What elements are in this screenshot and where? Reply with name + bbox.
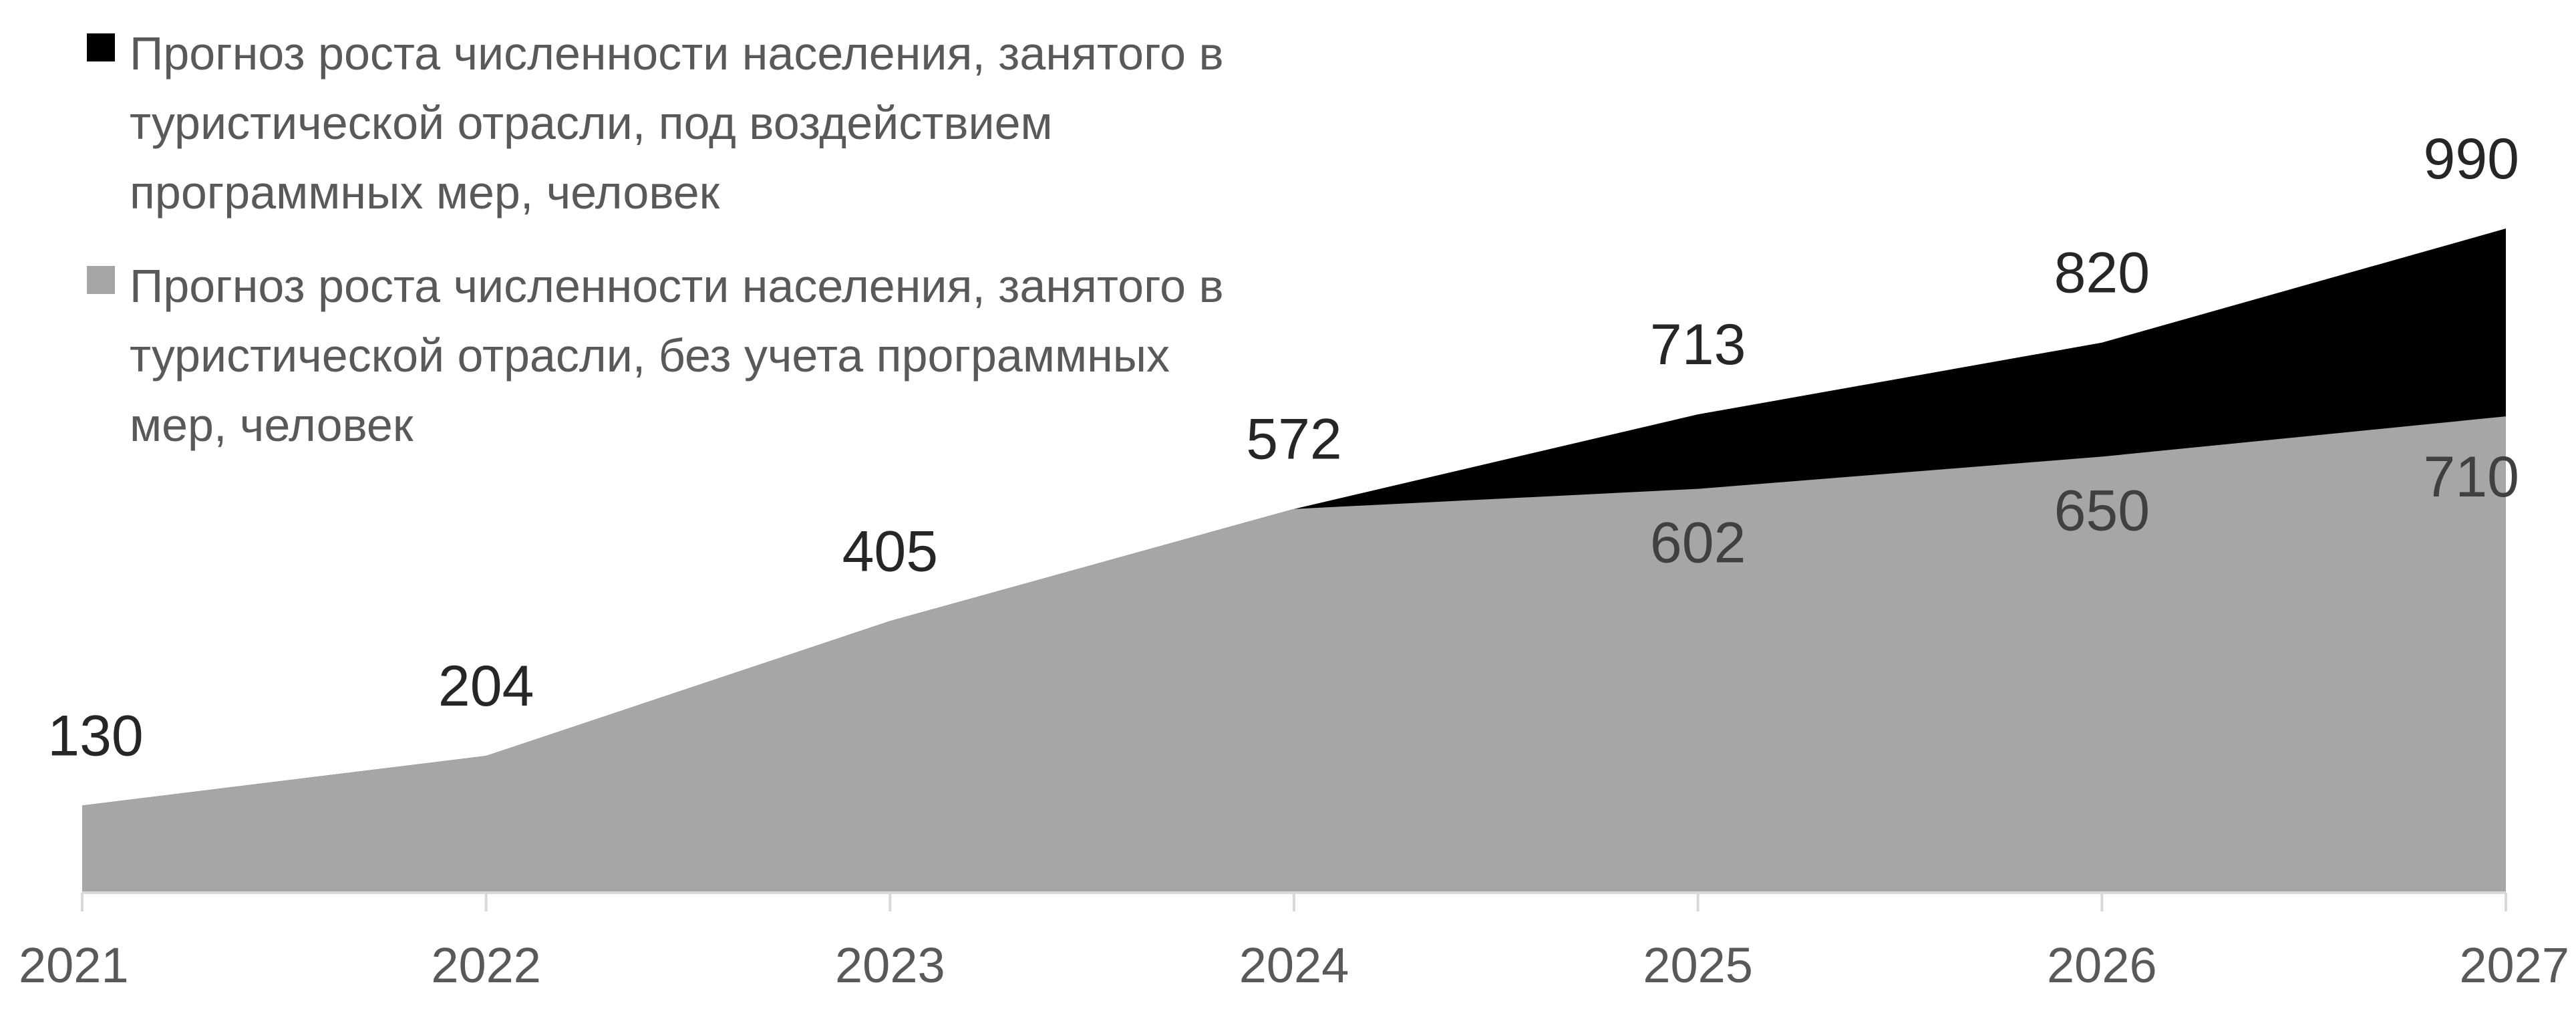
area [82,416,2506,893]
data-label: 650 [2054,478,2150,543]
legend-text: Прогноз роста численности населения, зан… [130,27,1224,219]
x-tick-label: 2022 [431,937,541,993]
legend-entry: Прогноз роста численности населения, зан… [87,251,1236,460]
data-label: 990 [2424,127,2520,191]
x-tick-label: 2025 [1643,937,1753,993]
legend-entry: Прогноз роста численности населения, зан… [87,19,1236,227]
data-label: 204 [438,654,534,718]
data-label: 710 [2424,445,2520,509]
x-tick-label: 2027 [2459,937,2569,993]
legend-swatch [87,33,115,61]
x-tick-label: 2026 [2047,937,2157,993]
x-tick-label: 2023 [835,937,945,993]
data-label: 713 [1650,313,1746,377]
legend-swatch [87,266,115,294]
legend: Прогноз роста численности населения, зан… [87,19,1236,484]
data-label: 572 [1246,408,1342,472]
data-label: 405 [842,519,939,583]
legend-text: Прогноз роста численности населения, зан… [130,260,1224,451]
x-tick-label: 2021 [19,937,129,993]
data-label: 130 [47,704,144,768]
data-label: 602 [1650,511,1746,575]
x-tick-label: 2024 [1239,937,1349,993]
data-label: 820 [2054,241,2150,305]
